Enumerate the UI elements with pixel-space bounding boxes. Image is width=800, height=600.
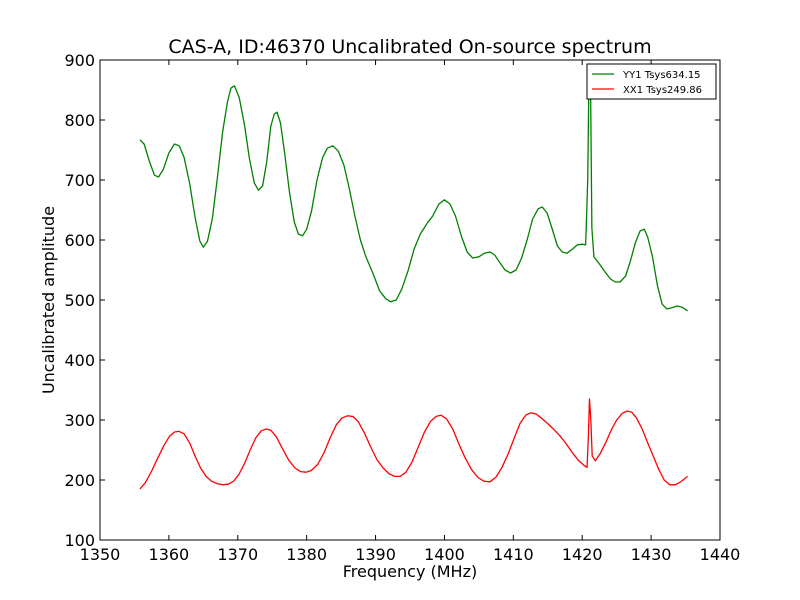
series-line-xx1	[139, 398, 689, 490]
y-tick-label: 100	[64, 531, 95, 550]
x-tick-label: 1380	[286, 545, 327, 564]
legend: YY1 Tsys634.15 XX1 Tsys249.86	[586, 63, 717, 100]
y-axis-ticks: 100 200 300 400 500 600 700 800 900	[64, 51, 720, 550]
y-tick-label: 500	[64, 291, 95, 310]
y-tick-label: 700	[64, 171, 95, 190]
x-axis-ticks: 1350 1360 1370 1380 1390 1400 1410 1420 1430 1440	[80, 60, 741, 564]
legend-label-yy1: YY1 Tsys634.15	[622, 70, 701, 81]
x-tick-label: 1430	[631, 545, 672, 564]
y-tick-label: 800	[64, 111, 95, 130]
series-layer	[139, 63, 689, 490]
chart-title: CAS-A, ID:46370 Uncalibrated On-source s…	[168, 36, 651, 58]
y-tick-label: 900	[64, 51, 95, 70]
y-tick-label: 200	[64, 471, 95, 490]
series-line-yy1	[139, 63, 688, 312]
x-tick-label: 1370	[217, 545, 258, 564]
x-tick-label: 1420	[562, 545, 603, 564]
y-tick-label: 300	[64, 411, 95, 430]
x-tick-label: 1410	[493, 545, 534, 564]
y-tick-label: 600	[64, 231, 95, 250]
x-tick-label: 1350	[80, 545, 121, 564]
x-tick-label: 1360	[149, 545, 190, 564]
y-tick-label: 400	[64, 351, 95, 370]
x-tick-label: 1390	[355, 545, 396, 564]
legend-box	[586, 63, 717, 100]
x-axis-label: Frequency (MHz)	[343, 562, 477, 581]
plot-area: 1350 1360 1370 1380 1390 1400 1410 1420 1430 1440…	[64, 51, 740, 564]
y-axis-label: Uncalibrated amplitude	[39, 206, 58, 394]
x-tick-label: 1440	[700, 545, 741, 564]
legend-label-xx1: XX1 Tsys249.86	[623, 85, 702, 96]
x-tick-label: 1400	[424, 545, 465, 564]
